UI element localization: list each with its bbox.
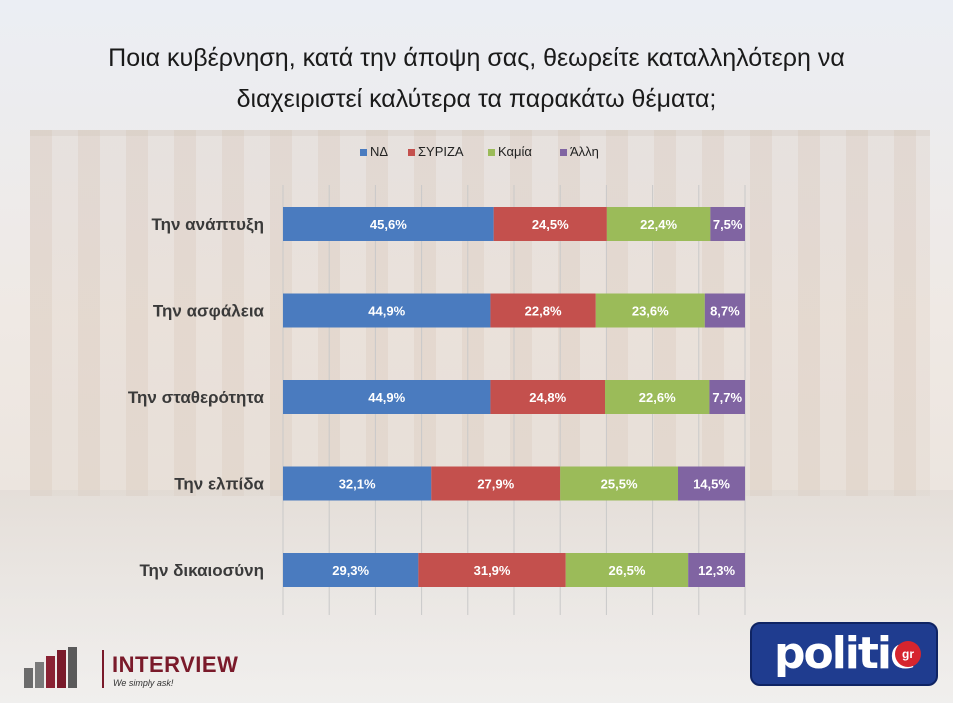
bar-segment (560, 466, 679, 501)
data-label: 44,9% (368, 390, 405, 405)
category-label: Την δικαιοσύνη (139, 561, 264, 580)
data-label: 12,3% (698, 563, 735, 578)
bar-segment (283, 207, 494, 241)
politic-logo-gr-badge: gr (895, 641, 921, 667)
politic-logo-word: politic (774, 628, 916, 679)
data-label: 31,9% (474, 563, 511, 578)
chart-title-line-1: Ποια κυβέρνηση, κατά την άποψη σας, θεωρ… (108, 44, 845, 72)
chart-title-line-2: διαχειριστεί καλύτερα τα παρακάτω θέματα… (236, 85, 717, 113)
legend-swatch-0 (360, 149, 367, 156)
data-label: 24,8% (529, 390, 566, 405)
data-label: 25,5% (601, 477, 638, 492)
data-label: 22,6% (639, 390, 676, 405)
bar-segment (688, 553, 745, 587)
legend-label-3: Άλλη (570, 144, 599, 159)
bar-segment (709, 380, 745, 414)
data-label: 23,6% (632, 304, 669, 319)
data-label: 26,5% (609, 563, 646, 578)
category-label: Την ασφάλεια (153, 302, 265, 321)
bar-segment (565, 553, 689, 587)
interview-logo-name: INTERVIEW (112, 652, 239, 677)
politic-logo: politic gr (750, 622, 938, 686)
bar-segment (704, 293, 745, 328)
bar-segment (710, 207, 745, 241)
legend-swatch-2 (488, 149, 495, 156)
data-label: 7,7% (712, 390, 742, 405)
bar-segment (283, 466, 432, 501)
data-label: 44,9% (368, 304, 405, 319)
legend-label-1: ΣΥΡΙΖΑ (418, 144, 464, 159)
legend-swatch-1 (408, 149, 415, 156)
bar-segment (283, 293, 491, 328)
data-label: 8,7% (710, 304, 740, 319)
interview-logo-divider (102, 650, 104, 688)
data-label: 24,5% (532, 217, 569, 232)
chart-title: Ποια κυβέρνηση, κατά την άποψη σας, θεωρ… (0, 38, 953, 120)
bar-segment (283, 380, 491, 414)
bar-segment (490, 380, 606, 414)
bar-segment (606, 207, 711, 241)
interview-logo-slogan: We simply ask! (113, 678, 174, 688)
data-label: 29,3% (332, 563, 369, 578)
legend-swatch-3 (560, 149, 567, 156)
data-label: 7,5% (713, 217, 743, 232)
bar-segment (431, 466, 561, 501)
bar-segment (605, 380, 710, 414)
interview-bars-icon (24, 647, 77, 688)
bar-segment (283, 553, 419, 587)
bar-segment (595, 293, 705, 328)
bar-segment (678, 466, 745, 501)
bar-segment (490, 293, 596, 328)
interview-logo: INTERVIEW We simply ask! (22, 644, 242, 694)
legend-label-2: Καμία (498, 144, 532, 159)
bar-segment (493, 207, 607, 241)
data-label: 27,9% (477, 477, 514, 492)
data-label: 32,1% (339, 477, 376, 492)
legend-label-0: ΝΔ (370, 144, 388, 159)
data-label: 22,4% (640, 217, 677, 232)
category-label: Την ελπίδα (174, 475, 264, 494)
category-label: Την ανάπτυξη (152, 215, 265, 234)
data-label: 45,6% (370, 217, 407, 232)
category-label: Την σταθερότητα (128, 388, 265, 407)
bar-segment (418, 553, 566, 587)
data-label: 14,5% (693, 477, 730, 492)
data-label: 22,8% (525, 304, 562, 319)
